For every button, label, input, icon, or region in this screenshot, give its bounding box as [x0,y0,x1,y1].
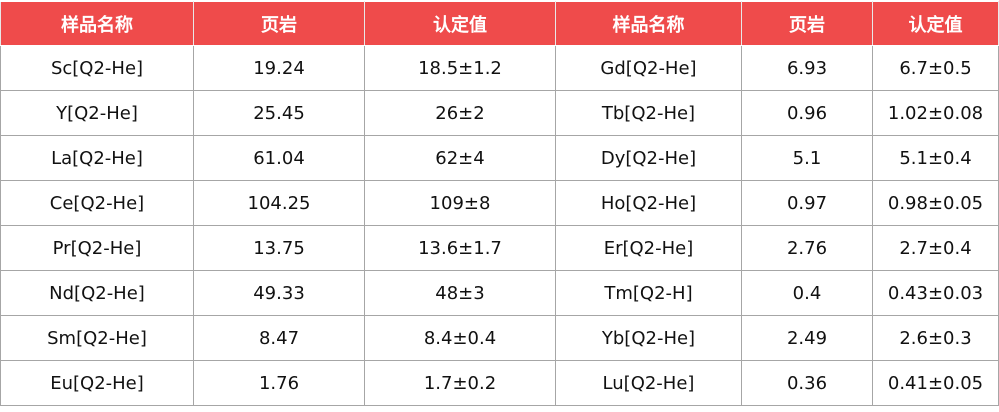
table-cell: 26±2 [364,90,556,136]
table-cell: 18.5±1.2 [364,45,556,91]
table-row: Y[Q2-He] 25.45 26±2 Tb[Q2-He] 0.96 1.02±0.08 [0,90,999,136]
table-cell: 61.04 [193,135,365,181]
table-cell: 0.98±0.05 [872,180,999,226]
table-cell: Pr[Q2-He] [0,225,194,271]
table-cell: 2.6±0.3 [872,315,999,361]
table-row: Pr[Q2-He] 13.75 13.6±1.7 Er[Q2-He] 2.76 2.7±0… [0,225,999,271]
table-cell: 2.49 [741,315,873,361]
header-row: 样品名称 页岩 认定值 样品名称 页岩 认定值 [0,1,999,46]
table-cell: 19.24 [193,45,365,91]
table-row: Eu[Q2-He] 1.76 1.7±0.2 Lu[Q2-He] 0.36 0.41±0.… [0,360,999,406]
header-cell: 认定值 [364,1,556,46]
table-cell: Eu[Q2-He] [0,360,194,406]
table-cell: 0.36 [741,360,873,406]
table-cell: Tm[Q2-H] [555,270,742,316]
header-cell: 样品名称 [555,1,742,46]
table-cell: Gd[Q2-He] [555,45,742,91]
table-cell: 109±8 [364,180,556,226]
table-cell: La[Q2-He] [0,135,194,181]
table-cell: Y[Q2-He] [0,90,194,136]
table-cell: 2.7±0.4 [872,225,999,271]
table-cell: 1.7±0.2 [364,360,556,406]
table-cell: 0.96 [741,90,873,136]
table-cell: Sm[Q2-He] [0,315,194,361]
table-cell: 62±4 [364,135,556,181]
table-body: Sc[Q2-He] 19.24 18.5±1.2 Gd[Q2-He] 6.93 6.7±0… [0,45,999,406]
header-cell: 样品名称 [0,1,194,46]
table-cell: 6.93 [741,45,873,91]
table-cell: 48±3 [364,270,556,316]
table-cell: 49.33 [193,270,365,316]
header-cell: 认定值 [872,1,999,46]
table-cell: 0.43±0.03 [872,270,999,316]
table-cell: 13.75 [193,225,365,271]
table-row: Ce[Q2-He] 104.25 109±8 Ho[Q2-He] 0.97 0.98±0.… [0,180,999,226]
table-row: Sc[Q2-He] 19.24 18.5±1.2 Gd[Q2-He] 6.93 6.7±0… [0,45,999,91]
table-cell: Sc[Q2-He] [0,45,194,91]
table-cell: 5.1±0.4 [872,135,999,181]
table-cell: Lu[Q2-He] [555,360,742,406]
table-cell: 0.97 [741,180,873,226]
table-cell: Er[Q2-He] [555,225,742,271]
table-cell: Ce[Q2-He] [0,180,194,226]
table-cell: Ho[Q2-He] [555,180,742,226]
table-cell: 8.4±0.4 [364,315,556,361]
table-row: Sm[Q2-He] 8.47 8.4±0.4 Yb[Q2-He] 2.49 2.6±0.3 [0,315,999,361]
table-cell: Tb[Q2-He] [555,90,742,136]
table-cell: 13.6±1.7 [364,225,556,271]
table-cell: Dy[Q2-He] [555,135,742,181]
table-cell: 6.7±0.5 [872,45,999,91]
header-cell: 页岩 [741,1,873,46]
table-cell: 5.1 [741,135,873,181]
table-cell: 0.4 [741,270,873,316]
table-cell: 104.25 [193,180,365,226]
table-cell: 0.41±0.05 [872,360,999,406]
table-cell: 1.02±0.08 [872,90,999,136]
table-row: La[Q2-He] 61.04 62±4 Dy[Q2-He] 5.1 5.1±0.4 [0,135,999,181]
table-cell: Nd[Q2-He] [0,270,194,316]
table-row: Nd[Q2-He] 49.33 48±3 Tm[Q2-H] 0.4 0.43±0.03 [0,270,999,316]
table-cell: 2.76 [741,225,873,271]
table-cell: Yb[Q2-He] [555,315,742,361]
table-cell: 1.76 [193,360,365,406]
header-cell: 页岩 [193,1,365,46]
table-cell: 25.45 [193,90,365,136]
table-cell: 8.47 [193,315,365,361]
